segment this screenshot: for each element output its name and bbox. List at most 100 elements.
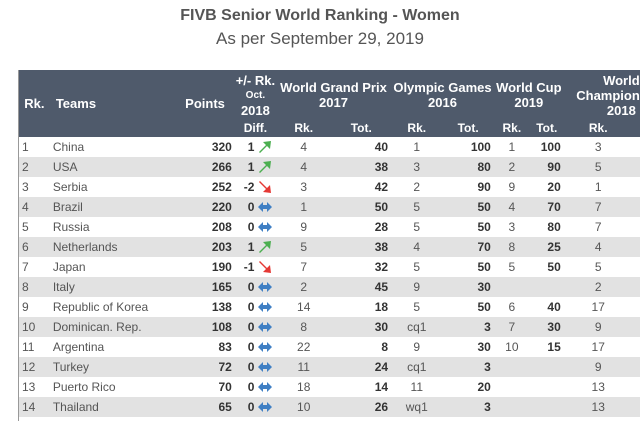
event-rank: 9: [563, 317, 633, 337]
event-total: 50: [442, 257, 494, 277]
table-row: 6Netherlands2031538470825470: [19, 237, 640, 257]
event-rank: 9: [493, 177, 530, 197]
diff: 1: [234, 157, 258, 177]
team: Republic of Korea: [49, 297, 176, 317]
points: 138: [175, 297, 235, 317]
event-rank: 1: [391, 137, 443, 157]
event-rank: 5: [391, 197, 443, 217]
event-total: 32: [331, 257, 392, 277]
rank: 1: [19, 137, 50, 157]
team: Netherlands: [49, 237, 176, 257]
subtitle: As per September 29, 2019: [216, 29, 424, 48]
event-rank: 10: [275, 397, 332, 417]
event-total: 18: [331, 297, 392, 317]
team: Italy: [49, 277, 176, 297]
event-rank: 1: [275, 197, 332, 217]
event-total: 45: [331, 277, 392, 297]
event-rank: 5: [391, 217, 443, 237]
header-line: Championship: [576, 87, 640, 103]
rank: 8: [19, 277, 50, 297]
event-rank: 4: [493, 197, 530, 217]
event-rank: 22: [275, 337, 332, 357]
diff: 0: [234, 297, 258, 317]
header-line: Oct.: [245, 89, 266, 101]
table-row: 2USA2661438380290558: [19, 157, 640, 177]
event-rank: 4: [275, 137, 332, 157]
event-rank: 18: [275, 377, 332, 397]
rank: 6: [19, 237, 50, 257]
diff-icon: [257, 217, 276, 237]
team: Argentina: [49, 337, 176, 357]
event-rank: 5: [391, 257, 443, 277]
title: FIVB Senior World Ranking - Women: [180, 7, 460, 24]
diff: -2: [234, 177, 258, 197]
event-total: 45: [632, 317, 640, 337]
event-total: 3: [442, 317, 494, 337]
event-rank: 8: [275, 317, 332, 337]
subheader: Tot: [632, 120, 640, 137]
event-total: 70: [632, 237, 640, 257]
column-header: World Grand Prix 2017: [275, 70, 392, 120]
empty-cell: [529, 397, 564, 417]
diff-icon: [257, 257, 276, 277]
diff-icon: [257, 177, 276, 197]
event-total: 28: [331, 217, 392, 237]
event-rank: cq1: [391, 317, 443, 337]
team: USA: [49, 157, 176, 177]
table-row: 1China320144011001100380: [19, 137, 640, 157]
diff: 0: [234, 317, 258, 337]
event-total: 36: [632, 397, 640, 417]
points: 190: [175, 257, 235, 277]
event-total: 58: [632, 257, 640, 277]
header-line: Rk.: [24, 96, 45, 111]
event-total: 25: [529, 237, 564, 257]
event-total: 50: [529, 257, 564, 277]
subheader: Tot.: [442, 120, 494, 137]
diff: 0: [234, 377, 258, 397]
column-header: Olympic Games 2016: [391, 70, 494, 120]
event-rank: 11: [275, 357, 332, 377]
event-total: 50: [442, 297, 494, 317]
trend-arrow: [258, 342, 273, 353]
rank: 10: [19, 317, 50, 337]
event-rank: 7: [563, 217, 633, 237]
event-rank: 2: [563, 277, 633, 297]
event-rank: 6: [493, 297, 530, 317]
trend-arrow: [258, 302, 273, 313]
rank: 4: [19, 197, 50, 217]
event-total: 24: [331, 357, 392, 377]
event-total: 50: [442, 217, 494, 237]
team: Turkey: [49, 357, 176, 377]
column-header: Points: [175, 70, 235, 137]
event-total: 40: [529, 297, 564, 317]
points: 70: [175, 377, 235, 397]
trend-arrow: [259, 161, 272, 174]
points: 203: [175, 237, 235, 257]
rank: 12: [19, 357, 50, 377]
points: 72: [175, 357, 235, 377]
trend-arrow: [259, 141, 272, 154]
header-line: World Cup: [496, 80, 562, 95]
team: Japan: [49, 257, 176, 277]
rank: 9: [19, 297, 50, 317]
empty-cell: [529, 357, 564, 377]
header-line: +/- Rk.: [235, 72, 276, 88]
event-rank: 5: [563, 157, 633, 177]
event-total: 45: [632, 357, 640, 377]
event-total: 20: [442, 377, 494, 397]
event-total: 50: [632, 217, 640, 237]
event-rank: 17: [563, 337, 633, 357]
diff: 0: [234, 277, 258, 297]
diff-icon: [257, 277, 276, 297]
column-header: WorldChampionship2018: [563, 70, 640, 120]
table-row: 5Russia2080928550380750: [19, 217, 640, 237]
event-rank: 11: [391, 377, 443, 397]
table-row: 8Italy1650245930290: [19, 277, 640, 297]
event-rank: 3: [391, 157, 443, 177]
header-line: Teams: [55, 96, 97, 111]
event-rank: 13: [563, 397, 633, 417]
event-rank: 7: [493, 317, 530, 337]
subheader: Tot.: [331, 120, 392, 137]
